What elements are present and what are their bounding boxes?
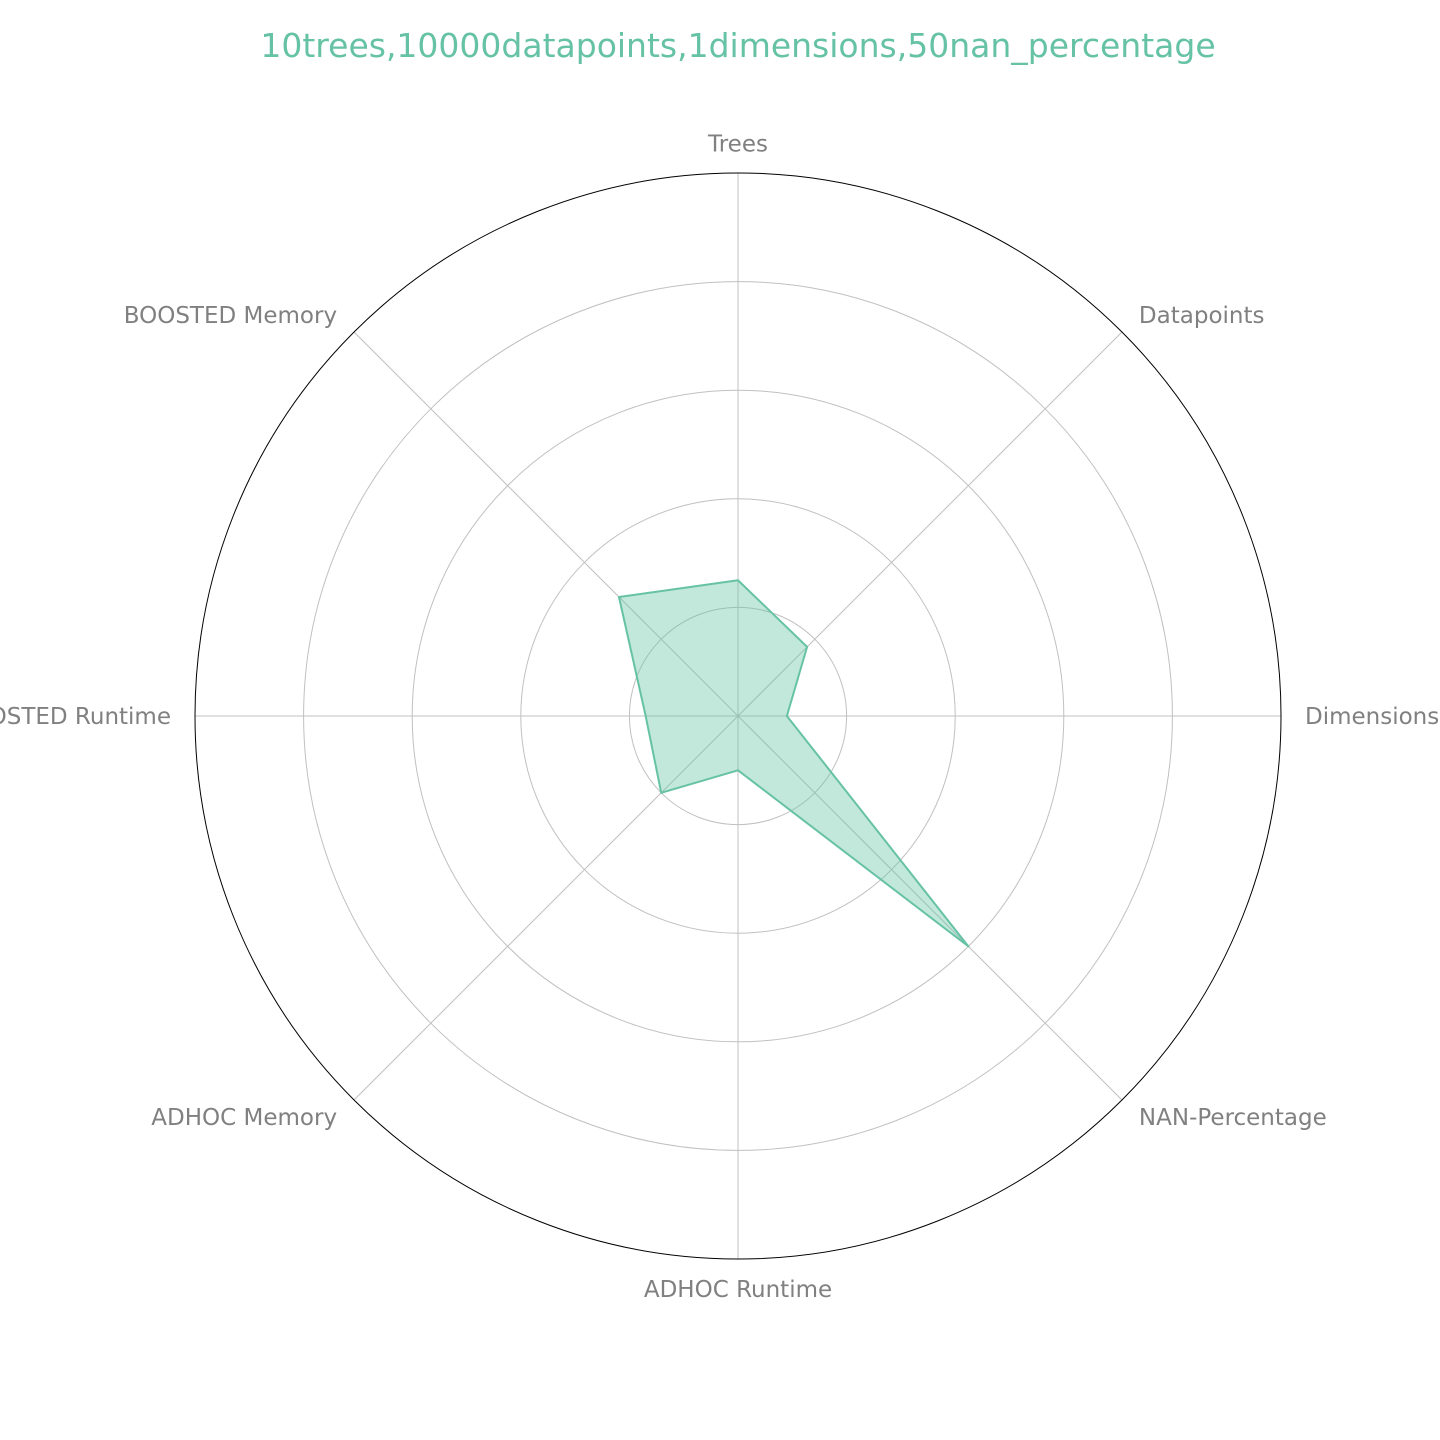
series-point-0-1 [806, 646, 808, 648]
series-point-0-6 [645, 715, 647, 717]
axis-label-boosted-memory: BOOSTED Memory [124, 303, 337, 329]
axis-label-nan-percentage: NAN-Percentage [1139, 1105, 1327, 1131]
grid-layer [194, 172, 1282, 1260]
series-point-0-3 [967, 945, 969, 947]
axis-spoke-7 [353, 331, 739, 717]
series-point-0-4 [737, 769, 739, 771]
axis-spoke-1 [737, 331, 1123, 717]
series-point-0-7 [618, 596, 620, 598]
axis-label-datapoints: Datapoints [1139, 303, 1265, 329]
series-point-0-5 [660, 792, 662, 794]
axis-label-boosted-runtime: BOOSTED Runtime [0, 704, 171, 730]
axis-label-dimensions: Dimensions [1305, 704, 1439, 730]
axis-label-adhoc-runtime: ADHOC Runtime [644, 1277, 832, 1303]
axis-spoke-5 [353, 715, 739, 1101]
axis-label-trees: Trees [707, 131, 768, 157]
axis-spoke-3 [737, 715, 1123, 1101]
series-point-0-2 [786, 715, 788, 717]
axis-label-adhoc-memory: ADHOC Memory [151, 1105, 337, 1131]
chart-title: 10trees,10000datapoints,1dimensions,50na… [260, 26, 1216, 65]
series-point-0-0 [737, 579, 739, 581]
outer-spine [194, 172, 1282, 1260]
axis-label-layer: Trees Datapoints Dimensions NAN-Percentage A… [0, 131, 1439, 1303]
series-area-0 [618, 580, 969, 947]
series-layer [617, 579, 970, 948]
